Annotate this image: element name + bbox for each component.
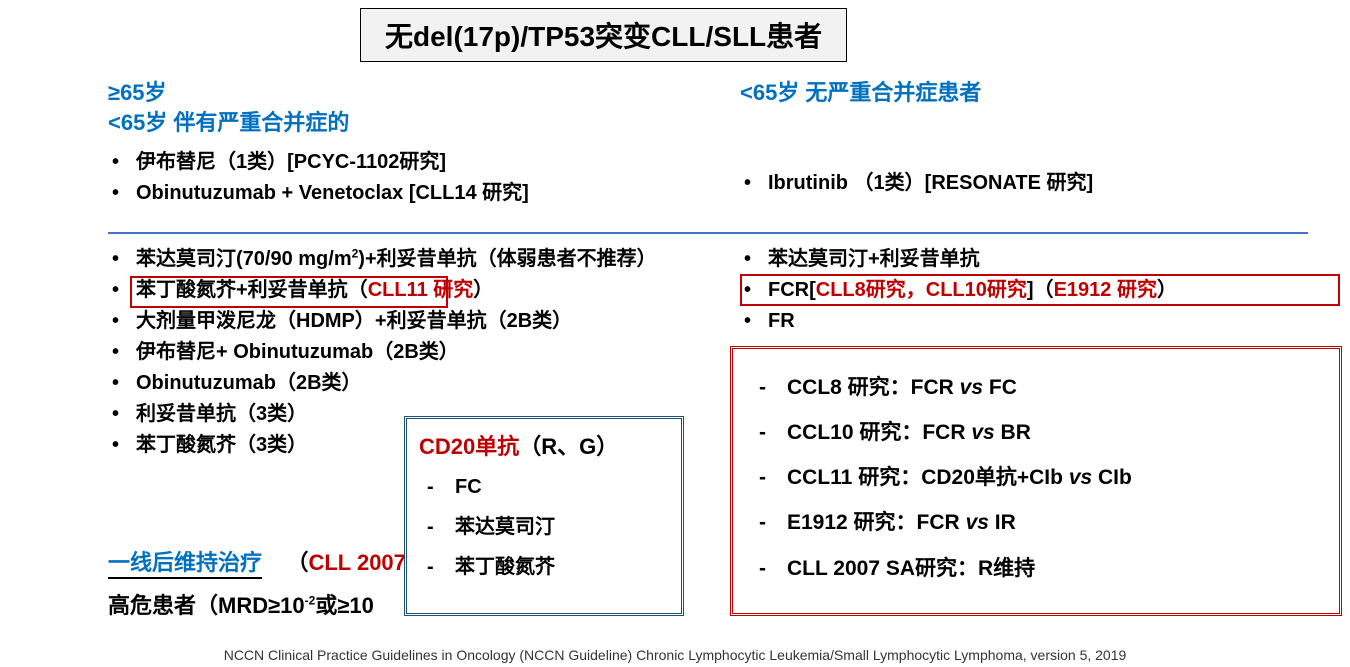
list-item: CLL 2007 SA研究：R维持 (751, 546, 1321, 591)
text: CD20单抗 (419, 434, 519, 459)
text: IR (989, 511, 1016, 534)
list-item: CCL8 研究：FCR vs FC (751, 365, 1321, 410)
highlight-box-right (740, 274, 1340, 306)
vs-text: vs (971, 421, 994, 444)
list-item: 苯达莫司汀+利妥昔单抗 (740, 244, 1340, 275)
left-column: ≥65岁 <65岁 伴有严重合并症的 伊布替尼（1类）[PCYC-1102研究]… (108, 78, 718, 209)
text: 或≥10 (315, 593, 374, 618)
maintenance-label: 一线后维持治疗 (108, 550, 262, 579)
right-header: <65岁 无严重合并症患者 (740, 78, 1330, 108)
right-top-list: Ibrutinib （1类）[RESONATE 研究] (740, 168, 1330, 199)
text: CCL11 研究：CD20单抗+CIb (787, 466, 1069, 489)
left-header-1: ≥65岁 (108, 78, 718, 108)
list-item: CCL10 研究：FCR vs BR (751, 410, 1321, 455)
text: 苯达莫司汀(70/90 mg/m (136, 248, 352, 270)
list-item: FR (740, 306, 1340, 337)
list-item: 伊布替尼+ Obinutuzumab（2B类） (108, 337, 718, 368)
list-item: Obinutuzumab + Venetoclax [CLL14 研究] (108, 178, 718, 209)
text: )+利妥昔单抗（体弱患者不推荐） (358, 248, 656, 270)
text: CCL10 研究：FCR (787, 421, 971, 444)
list-item: Ibrutinib （1类）[RESONATE 研究] (740, 168, 1330, 199)
list-item: 大剂量甲泼尼龙（HDMP）+利妥昔单抗（2B类） (108, 306, 718, 337)
divider-line (108, 232, 1308, 234)
text: ） (473, 279, 493, 301)
studies-box: CCL8 研究：FCR vs FC CCL10 研究：FCR vs BR CCL… (730, 346, 1342, 616)
text: CIb (1092, 466, 1132, 489)
list-item: FC (419, 467, 669, 507)
text: E1912 研究：FCR (787, 511, 966, 534)
highlight-box-left (130, 276, 448, 308)
list-item: Obinutuzumab（2B类） (108, 368, 718, 399)
vs-text: vs (960, 376, 983, 399)
text: CLL 2007 SA研究：R维持 (787, 557, 1035, 580)
left-top-list: 伊布替尼（1类）[PCYC-1102研究] Obinutuzumab + Ven… (108, 147, 718, 209)
page-title: 无del(17p)/TP53突变CLL/SLL患者 (360, 8, 847, 62)
right-column: <65岁 无严重合并症患者 Ibrutinib （1类）[RESONATE 研究… (740, 78, 1330, 199)
vs-text: vs (966, 511, 989, 534)
superscript: -2 (305, 594, 316, 608)
maintenance-line: 一线后维持治疗 （CLL 2007 (108, 545, 406, 577)
vs-text: vs (1069, 466, 1092, 489)
cd20-list: FC 苯达莫司汀 苯丁酸氮芥 (419, 467, 669, 587)
text: FC (983, 376, 1017, 399)
list-item: 苯达莫司汀(70/90 mg/m2)+利妥昔单抗（体弱患者不推荐） (108, 244, 718, 275)
maintenance-sub: 高危患者（MRD≥10-2或≥10 (108, 588, 374, 620)
list-item: 苯达莫司汀 (419, 507, 669, 547)
list-item: 苯丁酸氮芥 (419, 547, 669, 587)
text: 高危患者（MRD≥10 (108, 593, 305, 618)
list-item: E1912 研究：FCR vs IR (751, 500, 1321, 545)
text: BR (995, 421, 1031, 444)
cd20-box: CD20单抗（R、G） FC 苯达莫司汀 苯丁酸氮芥 (404, 416, 684, 616)
study-ref: CLL 2007 (308, 550, 405, 575)
text: （R、G） (519, 434, 618, 459)
text: CCL8 研究：FCR (787, 376, 960, 399)
cd20-title: CD20单抗（R、G） (419, 429, 669, 461)
list-item: 伊布替尼（1类）[PCYC-1102研究] (108, 147, 718, 178)
list-item: CCL11 研究：CD20单抗+CIb vs CIb (751, 455, 1321, 500)
studies-list: CCL8 研究：FCR vs FC CCL10 研究：FCR vs BR CCL… (751, 365, 1321, 591)
reference-citation: NCCN Clinical Practice Guidelines in Onc… (0, 647, 1350, 663)
left-header-2: <65岁 伴有严重合并症的 (108, 108, 718, 138)
